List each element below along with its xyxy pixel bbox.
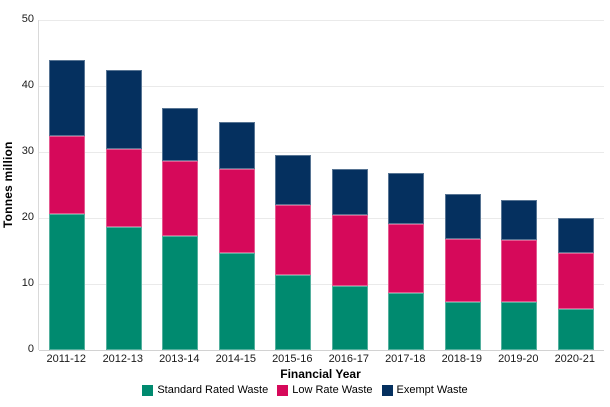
gridline-y-30 [39,152,604,153]
gridline-y-50 [39,20,604,21]
x-axis-line [39,350,604,351]
gridline-y-40 [39,86,604,87]
bar-segment-standard-rated-waste-2012-13 [105,226,142,350]
bar-segment-standard-rated-waste-2020-21 [557,309,594,350]
x-tick-label-2015-16: 2015-16 [272,353,313,365]
x-axis-title: Financial Year [280,367,361,381]
bar-slot-2012-13 [96,20,153,350]
bar-stack-2012-13 [105,69,142,350]
plot-area [38,20,604,351]
legend-item-low-rate-waste: Low Rate Waste [277,384,373,396]
bar-segment-low-rate-waste-2020-21 [557,253,594,310]
bar-stack-2018-19 [444,194,481,350]
bar-segment-standard-rated-waste-2017-18 [388,292,425,350]
bar-slot-2017-18 [378,20,435,350]
bar-segment-exempt-waste-2012-13 [105,69,142,150]
bar-stack-2019-20 [501,200,538,350]
legend-item-exempt-waste: Exempt Waste [381,384,468,396]
y-tick-label-40: 40 [21,79,34,91]
bar-slot-2018-19 [435,20,492,350]
bar-segment-low-rate-waste-2013-14 [162,160,199,236]
bars-container [39,20,604,350]
bar-segment-standard-rated-waste-2016-17 [331,285,368,350]
legend-label: Low Rate Waste [292,384,373,396]
bar-slot-2014-15 [209,20,266,350]
x-tick-label-2019-20: 2019-20 [498,353,539,365]
y-tick-label-10: 10 [21,277,34,289]
bar-segment-low-rate-waste-2015-16 [275,205,312,275]
bar-stack-2017-18 [388,173,425,350]
bar-segment-exempt-waste-2017-18 [388,173,425,224]
bar-segment-exempt-waste-2013-14 [162,108,199,161]
bar-segment-standard-rated-waste-2011-12 [49,214,86,350]
legend-swatch-icon [142,384,154,396]
gridline-y-20 [39,218,604,219]
legend-swatch-icon [277,384,289,396]
x-tick-label-2018-19: 2018-19 [441,353,482,365]
x-tick-label-2012-13: 2012-13 [102,353,143,365]
legend-label: Standard Rated Waste [157,384,269,396]
bar-slot-2019-20 [491,20,548,350]
bar-segment-exempt-waste-2016-17 [331,169,368,215]
bar-slot-2015-16 [265,20,322,350]
x-tick-label-2020-21: 2020-21 [554,353,595,365]
bar-slot-2011-12 [39,20,96,350]
x-tick-label-2014-15: 2014-15 [215,353,256,365]
bar-segment-exempt-waste-2011-12 [49,59,86,137]
y-tick-label-30: 30 [21,145,34,157]
y-tick-label-20: 20 [21,211,34,223]
y-tick-label-50: 50 [21,13,34,25]
bar-segment-low-rate-waste-2017-18 [388,223,425,293]
x-tick-label-2017-18: 2017-18 [385,353,426,365]
gridline-y-10 [39,284,604,285]
bar-stack-2013-14 [162,108,199,350]
bar-segment-exempt-waste-2018-19 [444,194,481,240]
x-axis-tick-labels: 2011-12 2012-13 2013-14 2014-15 2015-16 2016-… [38,353,603,365]
y-tick-label-0: 0 [27,343,34,355]
bar-slot-2016-17 [322,20,379,350]
legend-swatch-icon [381,384,393,396]
bar-slot-2020-21 [548,20,605,350]
bar-segment-standard-rated-waste-2015-16 [275,274,312,350]
bar-segment-exempt-waste-2020-21 [557,218,594,253]
legend-label: Exempt Waste [396,384,468,396]
bar-stack-2016-17 [331,169,368,350]
bar-segment-low-rate-waste-2019-20 [501,240,538,302]
bar-segment-exempt-waste-2015-16 [275,155,312,206]
bar-segment-low-rate-waste-2012-13 [105,149,142,227]
bar-segment-exempt-waste-2014-15 [218,122,255,170]
bar-stack-2015-16 [275,155,312,350]
bar-segment-standard-rated-waste-2013-14 [162,235,199,350]
bar-slot-2013-14 [152,20,209,350]
bar-segment-low-rate-waste-2014-15 [218,169,255,253]
x-tick-label-2011-12: 2011-12 [46,353,87,365]
bar-stack-2020-21 [557,218,594,350]
bar-segment-standard-rated-waste-2014-15 [218,252,255,350]
x-tick-label-2016-17: 2016-17 [328,353,369,365]
x-tick-label-2013-14: 2013-14 [159,353,200,365]
bar-segment-low-rate-waste-2018-19 [444,239,481,302]
bar-segment-exempt-waste-2019-20 [501,200,538,241]
bar-segment-standard-rated-waste-2018-19 [444,301,481,350]
bar-segment-low-rate-waste-2016-17 [331,214,368,286]
y-axis-tick-labels: 0 10 20 30 40 50 [12,13,34,355]
bar-stack-2011-12 [49,59,86,350]
legend-item-standard-rated-waste: Standard Rated Waste [142,384,268,396]
bar-segment-standard-rated-waste-2019-20 [501,301,538,350]
bar-segment-low-rate-waste-2011-12 [49,136,86,215]
legend: Standard Rated Waste Low Rate Waste Exempt… [0,384,610,396]
bar-stack-2014-15 [218,122,255,350]
